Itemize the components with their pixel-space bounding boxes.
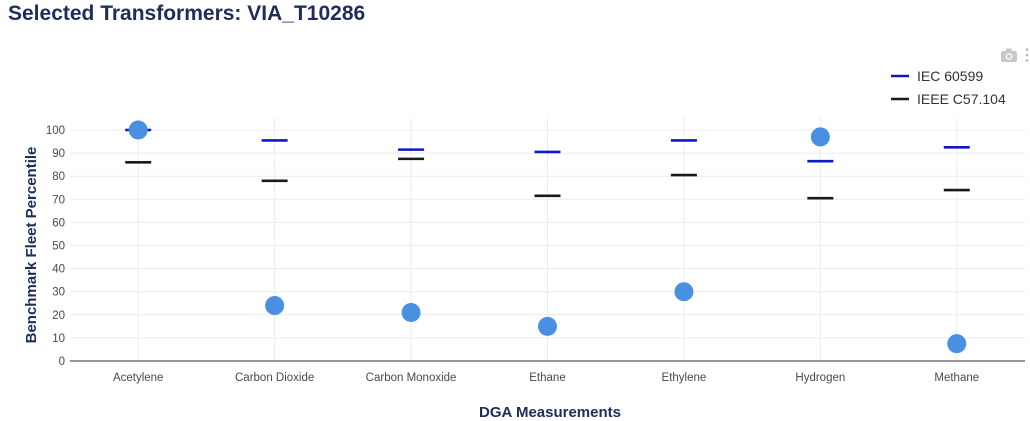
y-tick-label: 0 (59, 356, 65, 368)
chart-toolbar (1000, 46, 1030, 64)
y-tick-label: 10 (52, 333, 65, 345)
y-tick-label: 100 (46, 125, 65, 137)
x-axis-title: DGA Measurements (479, 404, 621, 421)
x-tick-label: Carbon Monoxide (366, 372, 457, 384)
x-tick-label: Ethane (529, 372, 565, 384)
y-tick-label: 60 (52, 217, 65, 229)
legend-item[interactable]: IEC 60599 (891, 68, 983, 84)
x-tick-label: Methane (934, 372, 979, 384)
x-tick-label: Acetylene (113, 372, 164, 384)
data-point[interactable] (538, 316, 557, 336)
page-title: Selected Transformers: VIA_T10286 (8, 2, 366, 25)
legend-item[interactable]: IEEE C57.104 (891, 91, 1006, 107)
y-axis-title: Benchmark Fleet Percentile (23, 147, 40, 344)
vertical-dots-icon[interactable] (1024, 47, 1030, 63)
y-tick-label: 40 (52, 264, 65, 276)
data-point[interactable] (674, 282, 694, 302)
camera-icon[interactable] (1000, 47, 1018, 63)
data-point[interactable] (401, 302, 421, 322)
data-point[interactable] (128, 120, 148, 140)
y-tick-label: 20 (52, 310, 65, 322)
data-point[interactable] (810, 127, 830, 147)
legend-label: IEC 60599 (917, 68, 983, 84)
y-tick-label: 50 (52, 241, 65, 253)
x-tick-label: Carbon Dioxide (235, 372, 314, 384)
y-tick-label: 90 (52, 148, 65, 160)
data-point[interactable] (947, 334, 967, 354)
marks-layer (125, 120, 970, 354)
y-tick-label: 30 (52, 287, 65, 299)
y-tick-label: 70 (52, 194, 65, 206)
legend: IEC 60599 IEEE C57.104 (891, 68, 1006, 107)
x-tick-label: Hydrogen (795, 372, 845, 384)
legend-label: IEEE C57.104 (917, 91, 1006, 107)
axis-layer: 0 10 20 30 40 50 60 70 80 90 100 Acetylene Carbon Di… (46, 125, 1025, 384)
x-tick-label: Ethylene (662, 372, 707, 384)
data-point[interactable] (265, 296, 285, 316)
y-tick-label: 80 (52, 171, 65, 183)
